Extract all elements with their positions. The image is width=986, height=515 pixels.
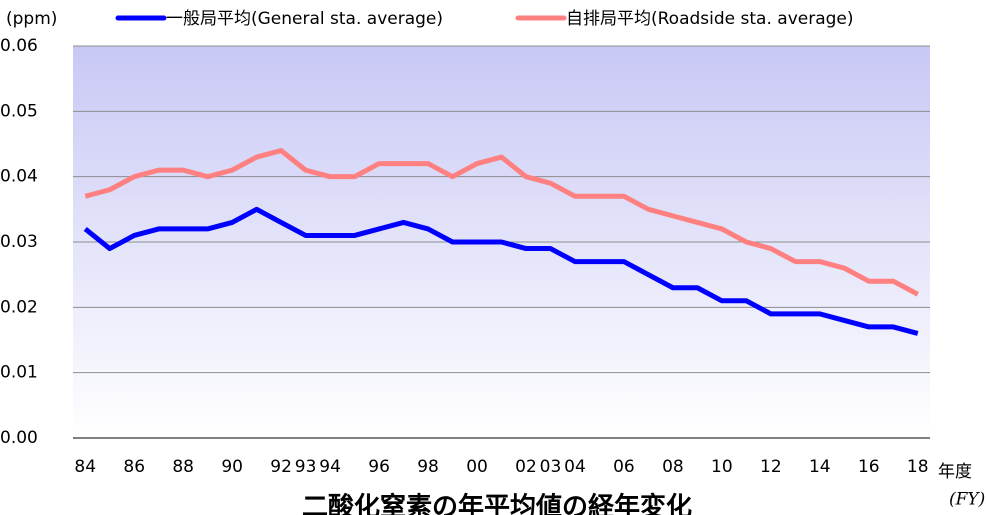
legend-label: 自排局平均(Roadside sta. average) — [566, 9, 854, 29]
x-tick-label: 84 — [74, 457, 96, 477]
x-tick-label: 86 — [123, 457, 145, 477]
x-tick-label: 96 — [368, 457, 390, 477]
y-tick-label: 0.00 — [0, 428, 38, 448]
y-tick-label: 0.06 — [0, 36, 38, 56]
x-tick-label: 14 — [809, 457, 831, 477]
x-tick-label: 12 — [760, 457, 782, 477]
x-tick-label: 18 — [907, 457, 929, 477]
x-tick-label: 03 — [540, 457, 562, 477]
y-tick-label: 0.02 — [0, 297, 38, 317]
x-tick-label: 10 — [711, 457, 733, 477]
x-tick-label: 08 — [662, 457, 684, 477]
x-tick-label: 92 — [270, 457, 292, 477]
chart-title: 二酸化窒素の年平均値の経年変化 — [302, 492, 692, 515]
data-line — [84, 148, 919, 297]
y-tick-label: 0.05 — [0, 101, 38, 121]
x-tick-label: 94 — [319, 457, 341, 477]
legend-label: 一般局平均(General sta. average) — [166, 9, 443, 29]
y-axis-label: (ppm) — [6, 9, 57, 29]
x-tick-label: 02 — [515, 457, 537, 477]
x-tick-label: 90 — [221, 457, 243, 477]
x-tick-label: 00 — [466, 457, 488, 477]
x-tick-label: 06 — [613, 457, 635, 477]
x-axis-sub-label: (FY) — [949, 490, 985, 510]
y-tick-label: 0.03 — [0, 232, 38, 252]
x-tick-label: 98 — [417, 457, 439, 477]
x-tick-label: 88 — [172, 457, 194, 477]
y-tick-label: 0.04 — [0, 167, 38, 187]
x-tick-label: 04 — [564, 457, 586, 477]
x-tick-label: 93 — [295, 457, 317, 477]
x-axis-label: 年度 — [938, 462, 972, 482]
x-tick-label: 16 — [858, 457, 880, 477]
y-tick-label: 0.01 — [0, 363, 38, 383]
data-line — [83, 206, 919, 336]
